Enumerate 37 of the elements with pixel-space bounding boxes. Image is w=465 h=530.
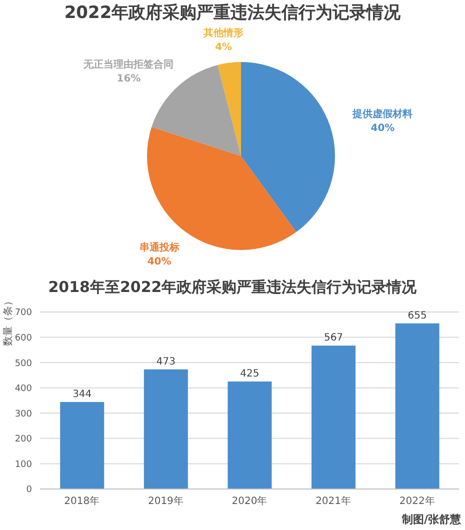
data-label: 4% <box>215 42 232 53</box>
data-label: 567 <box>324 332 344 344</box>
pie-slice <box>241 62 335 232</box>
data-label: 40% <box>370 123 395 134</box>
x-tick-label: 2020年 <box>232 495 268 508</box>
data-label: 344 <box>72 389 92 400</box>
y-tick-label: 600 <box>14 333 32 344</box>
y-tick-label: 100 <box>14 460 32 470</box>
y-tick-label: 200 <box>14 434 32 445</box>
x-tick-label: 2022年 <box>399 495 435 508</box>
data-label: 40% <box>147 256 172 268</box>
data-label: 655 <box>408 310 427 322</box>
y-tick-label: 700 <box>14 308 32 318</box>
slice-label: 其他情形 <box>202 26 244 39</box>
bar <box>312 346 356 489</box>
x-tick-label: 2019年 <box>148 495 184 508</box>
data-label: 425 <box>240 368 260 380</box>
slice-label: 无正当理由拒签合同 <box>82 58 174 70</box>
bar <box>395 323 440 489</box>
slice-label: 提供虚假材料 <box>352 108 413 120</box>
bar <box>228 382 272 489</box>
y-tick-label: 500 <box>14 358 32 369</box>
y-tick-label: 400 <box>14 384 32 394</box>
slice-label: 串通投标 <box>139 241 180 254</box>
bar <box>144 369 188 489</box>
y-tick-label: 300 <box>14 409 32 420</box>
y-axis-title: 数量（条） <box>2 296 14 346</box>
data-label: 473 <box>156 356 176 368</box>
data-label: 16% <box>116 73 141 84</box>
chart-title: 2022年政府采购严重违法失信行为记录情况 <box>63 2 402 25</box>
bar <box>60 402 104 489</box>
pie-slice <box>218 62 241 156</box>
chart-title: 2018年至2022年政府采购严重违法失信行为记录情况 <box>48 278 417 296</box>
x-tick-label: 2021年 <box>316 495 352 508</box>
text: 制图/张舒慧 <box>402 513 461 526</box>
y-tick-label: 0 <box>26 485 32 496</box>
x-tick-label: 2018年 <box>64 495 100 508</box>
